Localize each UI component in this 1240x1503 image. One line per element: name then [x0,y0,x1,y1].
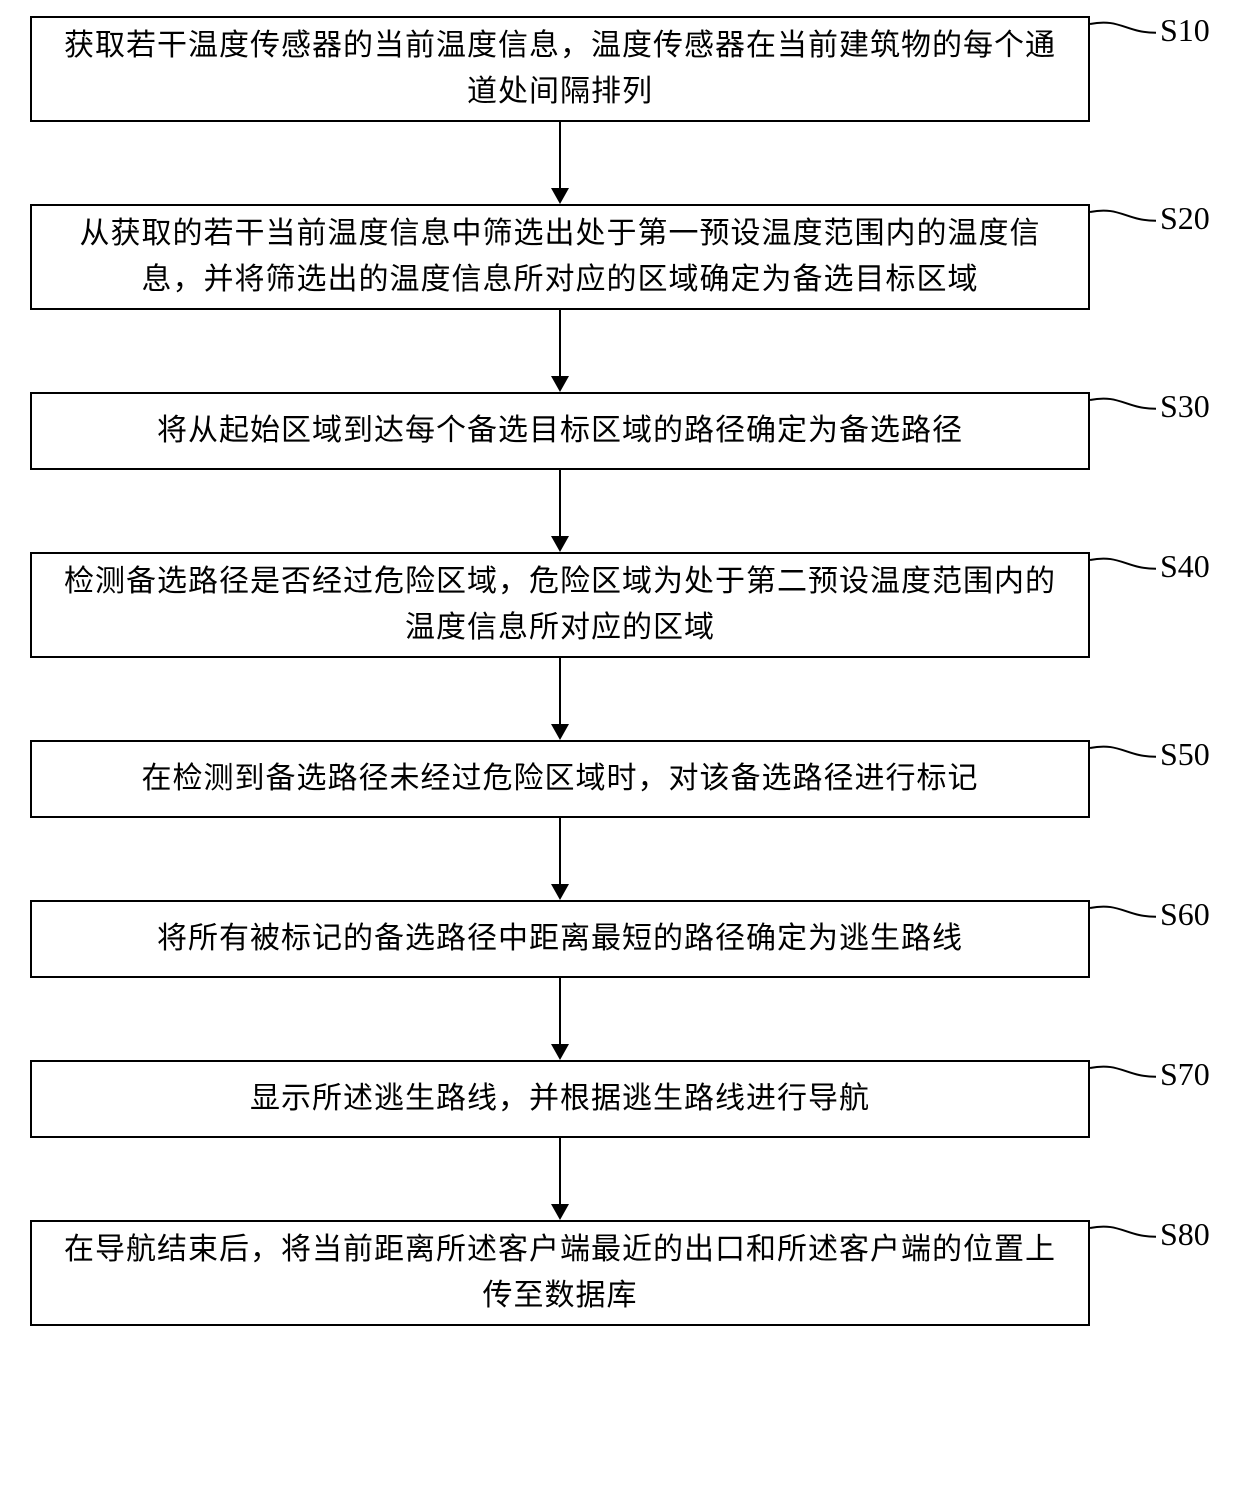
label-connector [0,0,1240,1503]
flowchart-canvas: 获取若干温度传感器的当前温度信息，温度传感器在当前建筑物的每个通道处间隔排列S1… [0,0,1240,1503]
